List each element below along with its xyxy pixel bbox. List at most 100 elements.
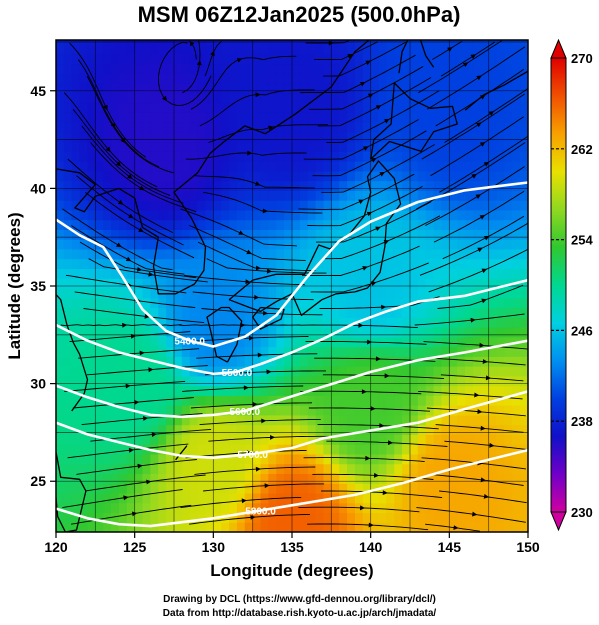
field-cell bbox=[174, 492, 183, 504]
field-cell bbox=[465, 209, 474, 221]
field-cell bbox=[268, 522, 277, 532]
field-cell bbox=[118, 73, 128, 84]
field-cell bbox=[480, 307, 490, 318]
field-cell bbox=[252, 112, 262, 123]
field-cell bbox=[221, 327, 230, 338]
field-cell bbox=[292, 375, 301, 387]
field-cell bbox=[236, 180, 246, 191]
field-cell bbox=[150, 239, 159, 250]
field-cell bbox=[339, 258, 348, 270]
field-cell bbox=[354, 102, 364, 113]
field-cell bbox=[56, 346, 65, 357]
field-cell bbox=[354, 327, 364, 338]
field-cell bbox=[150, 336, 159, 348]
field-cell bbox=[480, 102, 490, 113]
field-cell bbox=[142, 63, 151, 74]
field-cell bbox=[174, 414, 183, 426]
field-cell bbox=[111, 112, 120, 123]
streamline-arrow bbox=[485, 375, 492, 381]
field-cell bbox=[402, 170, 411, 182]
field-cell bbox=[331, 356, 340, 367]
field-cell bbox=[150, 522, 159, 532]
field-cell bbox=[449, 102, 458, 113]
field-cell bbox=[197, 122, 207, 133]
streamline bbox=[187, 336, 309, 343]
field-cell bbox=[166, 346, 175, 357]
field-cell bbox=[410, 268, 419, 279]
field-cell bbox=[87, 258, 96, 270]
field-cell bbox=[189, 287, 199, 299]
field-cell bbox=[496, 229, 505, 240]
field-cell bbox=[205, 131, 214, 143]
field-cell bbox=[480, 444, 490, 455]
field-cell bbox=[378, 366, 387, 377]
field-cell bbox=[480, 239, 490, 250]
field-cell bbox=[441, 239, 450, 250]
field-cell bbox=[276, 424, 285, 435]
field-cell bbox=[457, 278, 466, 289]
field-cell bbox=[268, 112, 277, 123]
field-cell bbox=[402, 385, 411, 396]
field-cell bbox=[181, 307, 191, 318]
field-cell bbox=[441, 336, 450, 348]
streamline bbox=[185, 152, 307, 160]
field-cell bbox=[221, 43, 230, 55]
contour-5400 bbox=[56, 181, 528, 348]
field-cell bbox=[166, 43, 175, 55]
field-cell bbox=[236, 112, 246, 123]
field-cell bbox=[56, 434, 65, 445]
field-cell bbox=[417, 190, 427, 201]
field-cell bbox=[394, 434, 403, 445]
field-cell bbox=[323, 375, 332, 387]
field-cell bbox=[315, 512, 325, 523]
field-cell bbox=[386, 209, 395, 221]
field-cell bbox=[260, 375, 269, 387]
field-cell bbox=[441, 131, 450, 143]
field-cell bbox=[331, 102, 340, 113]
field-cell bbox=[402, 258, 411, 270]
field-cell bbox=[292, 112, 301, 123]
field-cell bbox=[307, 141, 317, 152]
field-cell bbox=[158, 278, 167, 289]
field-cell bbox=[433, 444, 443, 455]
streamline-arrow bbox=[379, 423, 385, 428]
field-cell bbox=[260, 287, 269, 299]
field-cell bbox=[244, 170, 254, 182]
field-cell bbox=[292, 483, 301, 494]
field-cell bbox=[362, 53, 372, 65]
field-cell bbox=[307, 63, 317, 74]
field-cell bbox=[299, 219, 309, 230]
streamline-arrow bbox=[471, 173, 477, 179]
field-cell bbox=[410, 122, 419, 133]
streamline bbox=[62, 208, 173, 271]
field-cell bbox=[315, 131, 325, 143]
field-cell bbox=[276, 483, 285, 494]
field-cell bbox=[87, 131, 96, 143]
field-cell bbox=[71, 287, 81, 299]
field-cell bbox=[331, 161, 340, 172]
streamline bbox=[192, 291, 314, 301]
field-cell bbox=[197, 43, 207, 55]
field-cell bbox=[95, 356, 104, 367]
field-cell bbox=[229, 453, 238, 465]
field-cell bbox=[292, 63, 301, 74]
field-cell bbox=[174, 522, 183, 532]
field-cell bbox=[299, 346, 309, 357]
field-cell bbox=[315, 190, 325, 201]
field-cell bbox=[150, 512, 159, 523]
field-cell bbox=[252, 209, 262, 221]
field-cell bbox=[213, 239, 222, 250]
field-cell bbox=[95, 424, 104, 435]
field-cell bbox=[166, 297, 175, 309]
field-cell bbox=[378, 356, 387, 367]
field-cell bbox=[292, 239, 301, 250]
streamline bbox=[72, 397, 194, 409]
field-cell bbox=[181, 268, 191, 279]
field-cell bbox=[63, 395, 73, 406]
field-cell bbox=[425, 297, 435, 309]
field-cell bbox=[354, 151, 364, 162]
field-cell bbox=[402, 356, 411, 367]
field-cell bbox=[221, 444, 230, 455]
field-cell bbox=[339, 424, 348, 435]
field-cell bbox=[142, 43, 151, 55]
